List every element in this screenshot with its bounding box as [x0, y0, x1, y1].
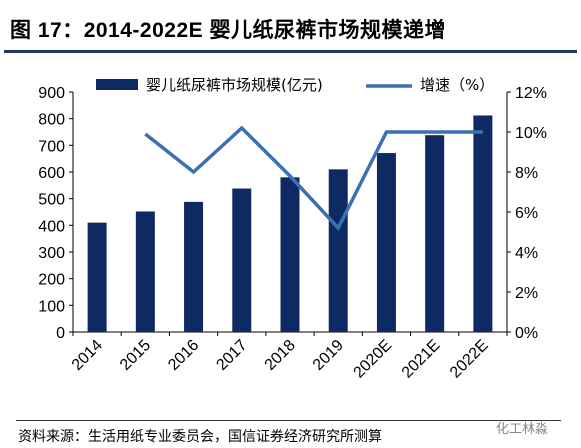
right-tick-label: 4% — [515, 245, 538, 262]
bar-2019 — [328, 169, 348, 332]
legend-bar-swatch — [96, 79, 138, 90]
bar-2018 — [280, 177, 300, 332]
x-tick-label: 2014 — [69, 337, 106, 374]
growth-rate-line — [144, 125, 483, 232]
bar-2014 — [87, 222, 107, 332]
x-tick-label: 2017 — [213, 337, 250, 374]
left-tick-label: 400 — [38, 218, 65, 235]
bar-line-chart: 0 100 200 300 400 500 600 700 800 900 0% 2% 4% 6% 8% 10… — [38, 76, 547, 382]
left-tick-label: 700 — [38, 138, 65, 155]
source-divider — [16, 420, 561, 421]
bar-2017 — [232, 188, 252, 332]
right-tick-label: 12% — [515, 85, 547, 102]
left-tick-label: 900 — [38, 85, 65, 102]
right-tick-label: 10% — [515, 125, 547, 142]
right-tick-label: 8% — [515, 165, 538, 182]
title-underline — [4, 50, 577, 53]
x-tick-label: 2015 — [117, 337, 154, 374]
left-tick-label: 500 — [38, 192, 65, 209]
source-footer: 资料来源：生活用纸专业委员会，国信证券经济研究所测算 — [0, 420, 581, 448]
bar-2022E — [473, 115, 493, 332]
left-tick-label: 100 — [38, 298, 65, 315]
right-tick-label: 2% — [515, 285, 538, 302]
left-tick-label: 800 — [38, 112, 65, 129]
left-tick-label: 300 — [38, 245, 65, 262]
left-tick-label: 0 — [56, 325, 65, 342]
bar-2021E — [425, 135, 445, 332]
figure-title: 图 17：2014-2022E 婴儿纸尿裤市场规模递增 — [10, 19, 446, 42]
legend-line-label: 增速（%） — [420, 76, 494, 94]
left-tick-label: 200 — [38, 272, 65, 289]
x-tick-label: 2022E — [447, 337, 492, 382]
watermark: 化工林淼 — [496, 421, 549, 436]
x-tick-label: 2021E — [399, 337, 444, 382]
x-tick-label: 2016 — [165, 337, 202, 374]
x-tick-label: 2018 — [262, 337, 299, 374]
bar-2020E — [376, 153, 396, 332]
right-tick-label: 6% — [515, 205, 538, 222]
x-tick-label: 2019 — [310, 337, 347, 374]
left-tick-label: 600 — [38, 165, 65, 182]
x-tick-label: 2020E — [351, 337, 396, 382]
title-bar: 图 17：2014-2022E 婴儿纸尿裤市场规模递增 — [4, 10, 577, 53]
bar-2015 — [135, 211, 155, 332]
legend-bar-label: 婴儿纸尿裤市场规模(亿元) — [146, 76, 323, 94]
right-tick-label: 0% — [515, 325, 538, 342]
bar-2016 — [184, 201, 204, 332]
source-note: 资料来源：生活用纸专业委员会，国信证券经济研究所测算 — [18, 428, 382, 444]
